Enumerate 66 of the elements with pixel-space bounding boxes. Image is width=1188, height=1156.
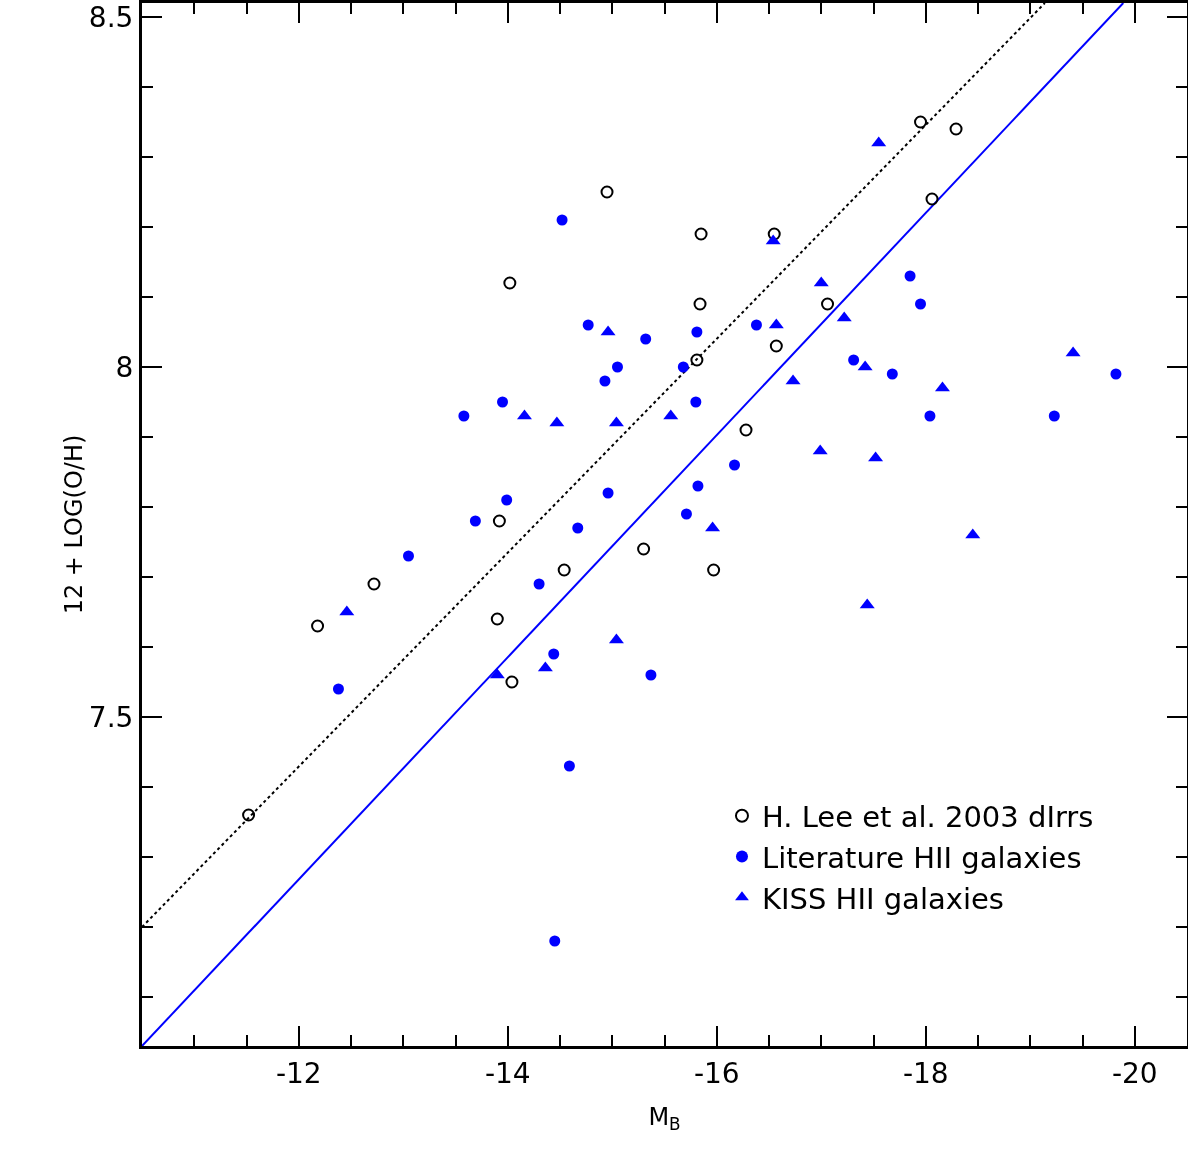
- point: [729, 459, 741, 471]
- x-tick-label: -14: [484, 1056, 531, 1090]
- point: [924, 410, 936, 422]
- point: [767, 227, 781, 241]
- point: [599, 375, 611, 387]
- point: [600, 185, 614, 199]
- point: [549, 935, 561, 947]
- point: [821, 297, 835, 311]
- point: [707, 563, 721, 577]
- y-tick-label: 7.5: [88, 700, 134, 734]
- point: [458, 410, 470, 422]
- point: [769, 339, 783, 353]
- point: [490, 612, 504, 626]
- point: [915, 298, 927, 310]
- y-axis-title: 12 + LOG(O/H): [60, 434, 88, 615]
- point: [501, 494, 513, 506]
- x-tick-label: -20: [1111, 1056, 1158, 1090]
- point: [914, 115, 928, 129]
- point: [693, 297, 707, 311]
- point: [505, 675, 519, 689]
- point: [691, 326, 703, 338]
- point: [925, 192, 939, 206]
- point: [497, 396, 509, 408]
- y-tick-label: 8.5: [88, 0, 134, 34]
- point: [311, 619, 325, 633]
- point: [949, 122, 963, 136]
- point: [690, 396, 702, 408]
- point: [680, 508, 692, 520]
- point: [848, 354, 860, 366]
- point: [572, 522, 584, 534]
- point: [556, 214, 568, 226]
- point: [469, 515, 481, 527]
- point: [548, 648, 560, 660]
- legend-label: KISS HII galaxies: [761, 881, 1004, 916]
- point: [533, 578, 545, 590]
- point: [637, 542, 651, 556]
- point: [242, 808, 256, 822]
- point: [692, 480, 704, 492]
- point: [750, 319, 762, 331]
- point: [739, 423, 753, 437]
- x-tick-label: -12: [275, 1056, 322, 1090]
- x-axis-title: M$_{B}$: [648, 1102, 681, 1134]
- point: [640, 333, 652, 345]
- legend-label: H. Lee et al. 2003 dIrrs: [761, 800, 1094, 835]
- x-tick-label: -16: [693, 1056, 740, 1090]
- point: [904, 270, 916, 282]
- point: [690, 353, 704, 367]
- point: [503, 276, 517, 290]
- point: [1110, 368, 1122, 380]
- point: [645, 669, 657, 681]
- point: [582, 319, 594, 331]
- point: [602, 487, 614, 499]
- point: [886, 368, 898, 380]
- point: [563, 760, 575, 772]
- point: [367, 577, 381, 591]
- point: [1048, 410, 1060, 422]
- point: [332, 683, 344, 695]
- x-tick-label: -18: [902, 1056, 949, 1090]
- y-tick-label: 8: [115, 350, 134, 384]
- point: [557, 563, 571, 577]
- legend-label: Literature HII galaxies: [761, 840, 1082, 875]
- point: [611, 361, 623, 373]
- point: [694, 227, 708, 241]
- point: [492, 514, 506, 528]
- point: [402, 550, 414, 562]
- point: [677, 361, 689, 373]
